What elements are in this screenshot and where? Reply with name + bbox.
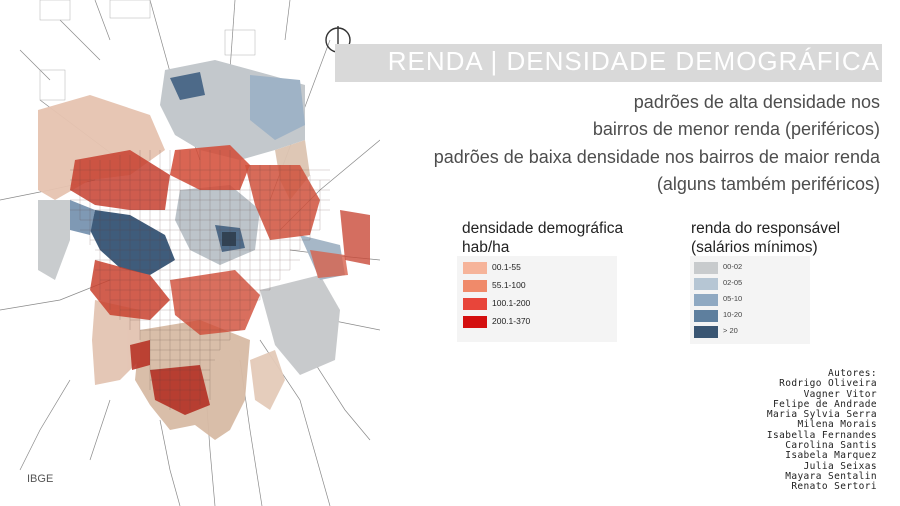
density-swatch — [463, 280, 487, 292]
authors-block: Autores: Rodrigo Oliveira Vagner Vitor F… — [766, 368, 877, 493]
density-legend-title-line1: densidade demográfica — [462, 220, 624, 237]
author-name: Vagner Vitor — [803, 388, 877, 400]
density-swatch — [463, 262, 487, 274]
subtitle-line-4: (alguns também periféricos) — [656, 174, 880, 194]
income-label: > 20 — [723, 326, 738, 335]
income-label: 02-05 — [723, 278, 743, 287]
density-red-south — [170, 270, 260, 335]
income-swatch — [694, 310, 718, 322]
page-title: RENDA | DENSIDADE DEMOGRÁFICA — [387, 46, 880, 76]
title-bar — [335, 44, 882, 82]
zone-steel-west — [70, 200, 95, 235]
zone-navy-west — [90, 210, 175, 275]
density-legend-title: densidade demográfica hab/ha — [462, 219, 623, 257]
street-grid — [70, 150, 330, 410]
income-swatch — [694, 294, 718, 306]
zone-peach-west — [38, 95, 165, 200]
subtitle-line-2: bairros de menor renda (periféricos) — [592, 119, 880, 139]
zone-peach-southwest — [92, 300, 140, 385]
author-name: Maria Sylvia Serra — [766, 409, 877, 421]
income-legend-title-line2: (salários mínimos) — [691, 239, 818, 256]
author-name: Renato Sertori — [791, 481, 877, 493]
income-swatch — [694, 262, 718, 274]
zone-gray-center — [175, 185, 260, 265]
author-name: Isabella Fernandes — [766, 429, 877, 441]
faint-blocks — [39, 0, 256, 101]
author-name: Isabela Marquez — [785, 450, 877, 462]
authors-heading: Autores: — [828, 368, 877, 379]
author-name: Mayara Sentalin — [785, 470, 877, 482]
income-label: 05-10 — [723, 294, 743, 303]
zone-peach-southeast — [250, 350, 285, 410]
density-label: 100.1-200 — [492, 298, 531, 308]
zone-steel-north — [250, 75, 305, 140]
author-name: Milena Morais — [797, 419, 877, 431]
zone-gray-west — [38, 200, 70, 280]
zone-gray-southeast — [260, 275, 340, 375]
zone-navy-north — [170, 72, 205, 100]
subtitle-line-1: padrões de alta densidade nos — [633, 92, 880, 112]
density-legend-title-line2: hab/ha — [462, 239, 510, 256]
income-legend-title-line1: renda do responsável — [691, 220, 841, 237]
density-darkred-sw — [130, 340, 150, 370]
income-legend-box: 00-02 02-05 05-10 10-20 > 20 — [690, 256, 810, 344]
density-swatch — [463, 316, 487, 328]
density-label: 00.1-55 — [492, 262, 521, 272]
density-label: 200.1-370 — [492, 316, 531, 326]
density-red-east2 — [310, 250, 348, 278]
density-red-far-east — [340, 210, 370, 265]
density-swatch — [463, 298, 487, 310]
income-label: 00-02 — [723, 262, 743, 271]
income-legend-title: renda do responsável (salários mínimos) — [691, 219, 840, 257]
author-name: Felipe de Andrade — [772, 398, 877, 410]
income-swatch — [694, 326, 718, 338]
density-label: 55.1-100 — [492, 280, 526, 290]
author-name: Carolina Santis — [785, 440, 877, 452]
income-swatch — [694, 278, 718, 290]
author-name: Rodrigo Oliveira — [779, 378, 877, 390]
density-red-east — [245, 165, 320, 240]
data-source: IBGE — [27, 473, 54, 485]
city-map — [0, 0, 380, 506]
income-label: 10-20 — [723, 310, 743, 319]
subtitle-line-3: padrões de baixa densidade nos bairros d… — [433, 147, 880, 167]
income-zones — [38, 60, 345, 375]
density-legend-box: 00.1-55 55.1-100 100.1-200 200.1-370 — [457, 256, 617, 342]
author-name: Julia Seixas — [803, 460, 877, 472]
dense-center-block — [222, 232, 236, 246]
